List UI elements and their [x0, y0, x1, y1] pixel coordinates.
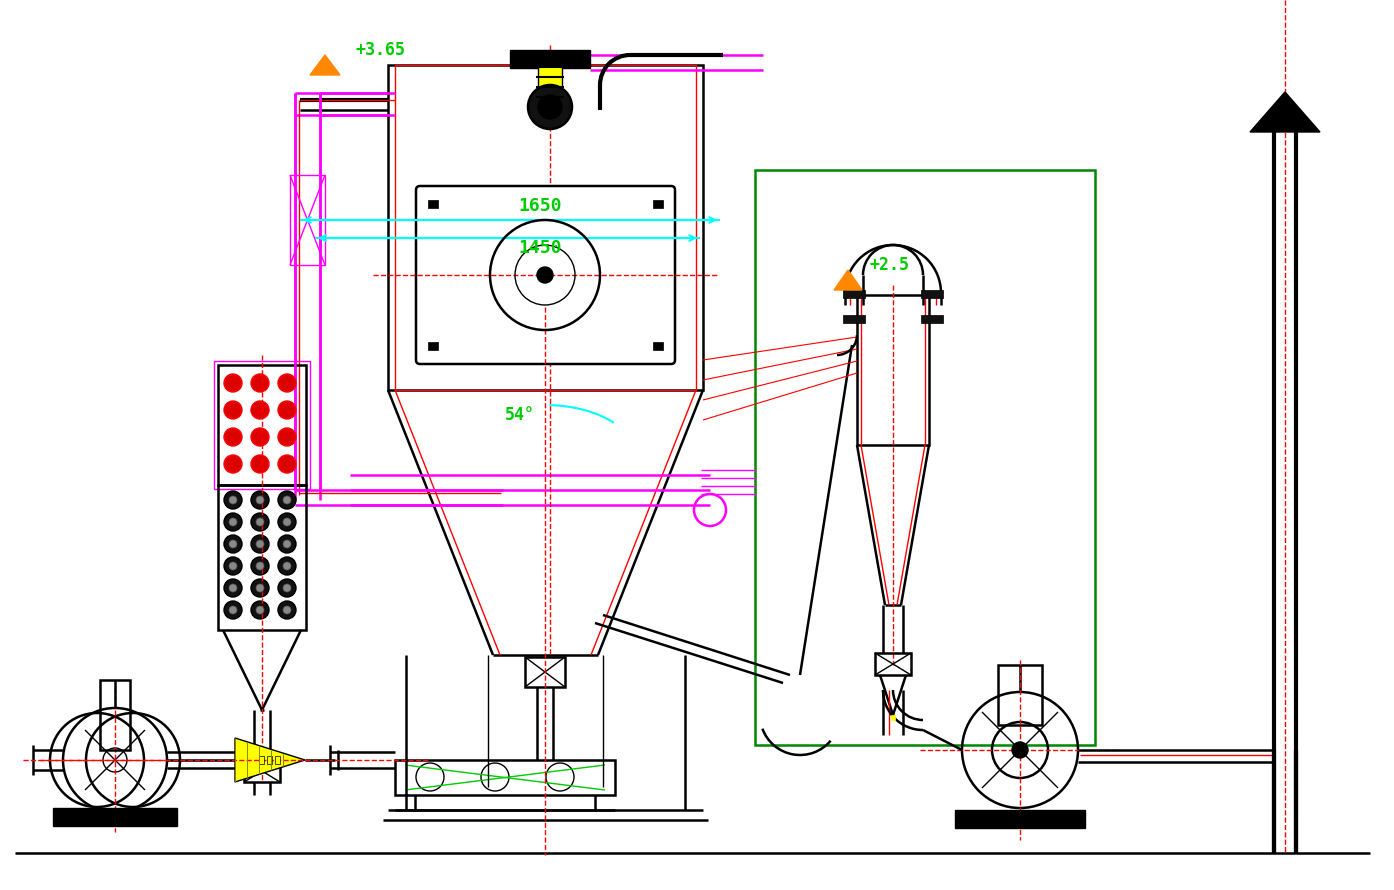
- Circle shape: [528, 85, 572, 129]
- Text: 1450: 1450: [519, 239, 562, 257]
- Circle shape: [224, 579, 243, 597]
- Circle shape: [251, 601, 269, 619]
- Circle shape: [251, 579, 269, 597]
- Bar: [921, 290, 942, 298]
- Bar: [215, 361, 309, 489]
- Circle shape: [224, 557, 243, 575]
- Circle shape: [277, 557, 296, 575]
- Circle shape: [283, 584, 291, 592]
- Bar: [875, 653, 912, 675]
- Circle shape: [256, 496, 263, 504]
- Bar: [955, 810, 1085, 828]
- Circle shape: [283, 562, 291, 570]
- Polygon shape: [834, 270, 861, 290]
- Bar: [428, 200, 438, 208]
- Circle shape: [277, 491, 296, 509]
- Bar: [388, 65, 703, 390]
- Bar: [843, 290, 866, 298]
- Circle shape: [256, 606, 263, 614]
- Circle shape: [224, 491, 243, 509]
- Bar: [538, 65, 562, 105]
- Text: 54°: 54°: [505, 406, 535, 424]
- Circle shape: [277, 374, 296, 392]
- Circle shape: [283, 518, 291, 526]
- Circle shape: [277, 601, 296, 619]
- Circle shape: [251, 513, 269, 531]
- Text: +2.5: +2.5: [870, 256, 910, 274]
- Bar: [53, 808, 177, 826]
- Bar: [843, 315, 866, 323]
- Text: +3.65: +3.65: [355, 41, 406, 59]
- Circle shape: [251, 428, 269, 446]
- Circle shape: [229, 496, 237, 504]
- Circle shape: [538, 95, 562, 119]
- FancyBboxPatch shape: [415, 186, 675, 364]
- Circle shape: [256, 562, 263, 570]
- Bar: [395, 65, 696, 390]
- Polygon shape: [1250, 92, 1320, 132]
- Text: 1650: 1650: [519, 197, 562, 215]
- Circle shape: [251, 491, 269, 509]
- Circle shape: [224, 428, 243, 446]
- Bar: [217, 365, 307, 485]
- Circle shape: [256, 518, 263, 526]
- Circle shape: [224, 374, 243, 392]
- Bar: [217, 485, 307, 630]
- Bar: [857, 295, 928, 445]
- Circle shape: [229, 518, 237, 526]
- Circle shape: [277, 513, 296, 531]
- Bar: [891, 715, 895, 720]
- Circle shape: [251, 455, 269, 473]
- Bar: [921, 315, 942, 323]
- Bar: [275, 756, 280, 764]
- Polygon shape: [236, 738, 305, 782]
- Bar: [259, 756, 263, 764]
- Circle shape: [283, 496, 291, 504]
- Circle shape: [251, 557, 269, 575]
- Bar: [290, 175, 325, 265]
- Circle shape: [224, 401, 243, 419]
- Circle shape: [277, 401, 296, 419]
- Circle shape: [537, 267, 553, 283]
- Circle shape: [256, 540, 263, 548]
- Bar: [756, 170, 1096, 745]
- Circle shape: [283, 540, 291, 548]
- Bar: [652, 200, 664, 208]
- Bar: [244, 760, 280, 782]
- Bar: [428, 342, 438, 350]
- Bar: [100, 680, 130, 750]
- Circle shape: [256, 584, 263, 592]
- Circle shape: [277, 455, 296, 473]
- Circle shape: [283, 606, 291, 614]
- Bar: [268, 756, 272, 764]
- Circle shape: [277, 579, 296, 597]
- Circle shape: [1012, 742, 1027, 758]
- Circle shape: [224, 455, 243, 473]
- Circle shape: [229, 562, 237, 570]
- Circle shape: [229, 540, 237, 548]
- Circle shape: [251, 374, 269, 392]
- Polygon shape: [309, 55, 340, 75]
- Bar: [395, 760, 615, 795]
- Circle shape: [277, 535, 296, 553]
- Circle shape: [229, 606, 237, 614]
- Circle shape: [224, 601, 243, 619]
- Bar: [510, 50, 590, 68]
- Circle shape: [277, 428, 296, 446]
- Circle shape: [251, 401, 269, 419]
- Circle shape: [224, 535, 243, 553]
- Circle shape: [229, 584, 237, 592]
- Bar: [526, 657, 565, 687]
- Circle shape: [224, 513, 243, 531]
- Circle shape: [251, 535, 269, 553]
- Bar: [652, 342, 664, 350]
- Bar: [998, 665, 1041, 725]
